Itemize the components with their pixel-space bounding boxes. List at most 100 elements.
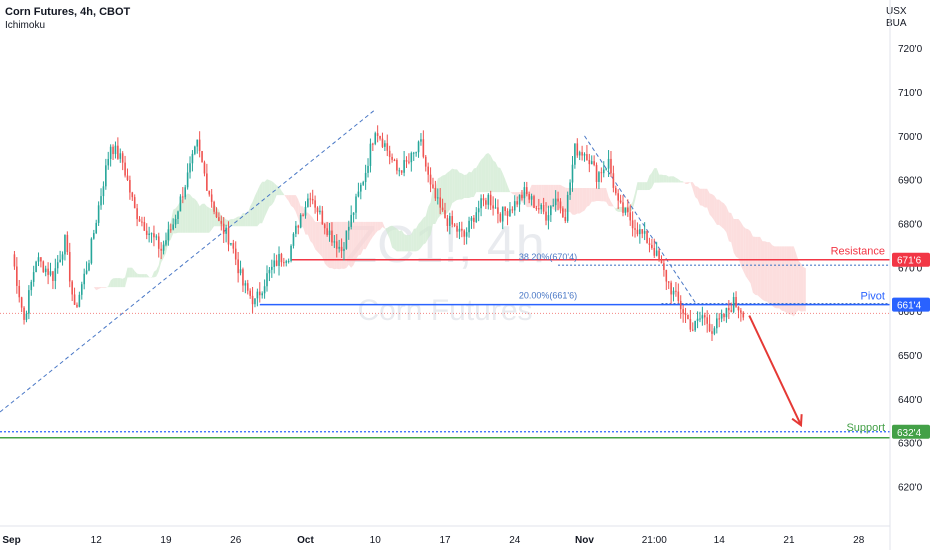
cloud-segment — [144, 274, 147, 278]
cloud-segment — [469, 171, 472, 199]
cloud-segment — [683, 181, 686, 185]
candle-body — [641, 229, 644, 234]
time-tick: 12 — [91, 535, 103, 546]
candle — [384, 140, 386, 152]
candle — [386, 134, 389, 157]
candle — [521, 190, 523, 201]
candle-body — [559, 201, 562, 209]
candle-body — [506, 211, 509, 217]
candle — [172, 218, 174, 231]
candle — [499, 212, 502, 223]
candle-body — [40, 257, 42, 262]
cloud-segment — [322, 221, 325, 264]
candle-body — [720, 314, 723, 319]
cloud-segment — [644, 182, 648, 191]
cloud-segment — [502, 173, 506, 193]
candle-body — [489, 194, 492, 206]
candle-body — [256, 291, 259, 299]
cloud-segment — [743, 226, 746, 277]
cloud-segment — [488, 152, 491, 193]
candle-body — [622, 202, 624, 213]
candle-body — [25, 313, 28, 320]
candle-body — [302, 214, 304, 216]
resistance-badge: 671'6 — [897, 256, 922, 267]
candle — [316, 206, 319, 221]
candle — [88, 259, 90, 272]
candle-body — [20, 297, 23, 308]
candle — [530, 193, 533, 206]
cloud-segment — [105, 286, 109, 288]
candle-body — [728, 307, 730, 311]
candle — [285, 259, 288, 267]
cloud-segment — [659, 174, 662, 183]
candle — [672, 287, 675, 302]
candle-body — [97, 205, 100, 223]
candle-body — [249, 290, 251, 296]
candle-body — [357, 191, 360, 197]
candle-body — [184, 187, 187, 198]
cloud-segment — [509, 191, 513, 194]
cloud-segment — [262, 181, 265, 224]
candle-body — [687, 314, 689, 320]
cloud-segment — [257, 185, 260, 227]
candle-body — [429, 174, 432, 185]
cloud-segment — [339, 221, 342, 270]
cloud-segment — [788, 246, 792, 315]
candle — [408, 153, 410, 165]
candle-body — [129, 180, 131, 193]
cloud-segment — [579, 187, 583, 214]
candle-body — [266, 273, 268, 287]
cloud-segment — [146, 274, 150, 278]
candle-body — [177, 211, 179, 219]
cloud-segment — [129, 267, 133, 278]
candle — [441, 198, 444, 212]
candle — [186, 163, 189, 190]
indicator-label[interactable]: Ichimoku — [5, 20, 46, 31]
candle-body — [52, 271, 54, 281]
candle-body — [552, 205, 555, 207]
candle — [263, 279, 266, 299]
candle-body — [374, 133, 377, 144]
candle-body — [441, 207, 444, 211]
candle-body — [268, 269, 271, 274]
cloud-segment — [93, 287, 97, 291]
candle — [381, 132, 384, 149]
time-axis[interactable]: Sep 12 19 26 Oct 10 17 24 Nov 21:00 14 21 28 — [2, 535, 864, 546]
candle-body — [323, 224, 326, 229]
candle-body — [732, 297, 735, 312]
cloud-segment — [613, 205, 616, 211]
candle-body — [215, 211, 218, 218]
candle-body — [379, 135, 381, 139]
cloud-segment — [584, 187, 587, 211]
candle — [307, 193, 309, 208]
candle — [665, 269, 668, 291]
cloud-segment — [199, 203, 203, 233]
candle-body — [667, 281, 670, 283]
candle — [18, 280, 21, 303]
candle-body — [165, 240, 167, 245]
candle — [540, 203, 543, 214]
candle — [559, 198, 562, 214]
candle — [299, 213, 302, 229]
candle — [456, 222, 458, 238]
candle-body — [350, 214, 352, 227]
candle-body — [670, 282, 672, 295]
cloud-segment — [481, 157, 484, 193]
candle — [278, 246, 280, 276]
candle — [663, 260, 665, 277]
candle — [554, 190, 557, 212]
candle-body — [617, 193, 619, 201]
cloud-segment — [449, 168, 453, 210]
candle-body — [511, 209, 514, 211]
price-tick: 650'0 — [898, 351, 923, 362]
candle — [569, 179, 571, 200]
candle-body — [554, 198, 557, 206]
candle — [314, 195, 316, 214]
candle — [725, 307, 728, 323]
candle — [326, 221, 328, 237]
cloud-segment — [153, 269, 157, 278]
candle-body — [186, 172, 189, 188]
price-axis[interactable]: 720'0 710'0 700'0 690'0 680'0 670'0 660'0 650'0… — [892, 44, 930, 494]
candle — [165, 232, 167, 247]
